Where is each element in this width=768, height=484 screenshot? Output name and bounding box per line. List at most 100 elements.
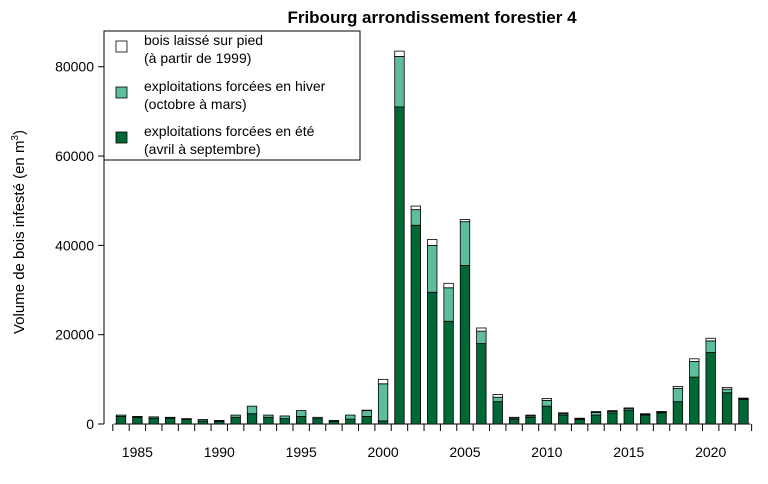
bar-segment-2006-s0: [476, 343, 487, 425]
y-tick-label: 20000: [55, 327, 94, 343]
bar-segment-2015-s0: [623, 410, 634, 425]
bar-segment-2017-s2: [656, 411, 667, 413]
legend-swatch-0: [115, 40, 128, 53]
bar-segment-2001-s0: [394, 106, 405, 425]
bar-segment-2014-s2: [607, 410, 618, 412]
y-tick-label: 60000: [55, 148, 94, 164]
bar-segment-1991-s1: [230, 414, 241, 418]
x-tick-label: 1985: [122, 444, 153, 460]
bar-segment-1998-s0: [345, 418, 356, 425]
bar-segment-2007-s1: [492, 396, 503, 403]
bar-segment-2007-s0: [492, 401, 503, 425]
bar-segment-1985-s1: [132, 416, 143, 418]
bar-segment-2019-s1: [689, 361, 700, 378]
x-axis: 1985 1990 1995 2000 2005 2010 2015 2020: [112, 423, 753, 460]
bar-segment-1985-s0: [132, 416, 143, 425]
bar-segment-2004-s1: [443, 287, 454, 322]
legend-label-1-line-0: exploitations forcées en hiver: [144, 78, 326, 94]
bar-segment-1995-s0: [296, 416, 307, 425]
chart-title: Fribourg arrondissement forestier 4: [287, 8, 577, 27]
bar-segment-2005-s2: [459, 219, 471, 223]
bar-segment-2010-s1: [541, 399, 553, 407]
bar-segment-2012-s0: [574, 419, 585, 425]
legend-swatch-1: [115, 86, 128, 99]
bar-segment-2004-s2: [443, 282, 454, 289]
bar-segment-1992-s0: [246, 413, 258, 425]
bar-segment-2019-s0: [689, 376, 700, 425]
bar-segment-2010-s2: [541, 398, 553, 401]
bar-segment-2003-s2: [427, 239, 438, 246]
bar-segment-2019-s2: [689, 358, 700, 362]
y-tick-label: 80000: [55, 59, 94, 75]
bar-segment-1993-s0: [263, 416, 274, 425]
bar-segment-2017-s0: [656, 412, 667, 425]
legend-box: [103, 30, 361, 161]
bar-segment-2001-s2: [394, 50, 405, 57]
bar-segment-1997-s0: [328, 420, 340, 425]
y-axis: 0 20000 40000 60000 80000: [55, 59, 105, 432]
bar-segment-1986-s0: [148, 417, 159, 425]
bar-segment-2005-s1: [459, 221, 471, 266]
bar-segment-2003-s1: [427, 244, 438, 293]
legend-label-0-line-1: (à partir de 1999): [144, 50, 251, 66]
bar-segment-1995-s1: [296, 410, 307, 417]
legend-swatch-2: [115, 131, 128, 144]
bar-segment-1993-s1: [263, 414, 274, 418]
bar-segment-2021-s2: [721, 386, 733, 390]
bar-segment-1999-s0: [361, 416, 372, 425]
bar-segment-2004-s0: [443, 320, 454, 425]
bar-segment-2006-s2: [476, 327, 487, 332]
bar-segment-2003-s0: [427, 291, 438, 425]
bar-segment-1997-s1: [328, 420, 340, 422]
x-tick-label: 2005: [449, 444, 480, 460]
bar-segment-1984-s1: [115, 414, 127, 417]
bar-segment-1987-s0: [164, 417, 176, 425]
bar-segment-1994-s0: [279, 418, 290, 425]
x-tick-label: 2015: [613, 444, 644, 460]
bar-segment-2009-s2: [525, 414, 536, 417]
bar-segment-1999-s2: [361, 409, 372, 412]
x-tick-label: 1990: [204, 444, 235, 460]
bar-segment-2002-s0: [410, 224, 421, 425]
y-axis-label: Volume de bois infesté (en m3): [10, 130, 28, 334]
bar-segment-2021-s1: [721, 388, 733, 394]
bar-segment-2000-s0: [377, 420, 389, 425]
bar-segment-1989-s0: [197, 420, 209, 425]
legend-label-2-line-1: (avril à septembre): [144, 141, 261, 157]
bar-segment-1989-s1: [197, 419, 209, 422]
bar-segment-2000-s1: [377, 383, 389, 422]
bar-segment-1996-s1: [312, 416, 323, 420]
bar-segment-2018-s0: [672, 401, 684, 425]
bar-segment-2020-s1: [705, 340, 716, 353]
bar-segment-2006-s1: [476, 330, 487, 345]
bar-segment-2007-s2: [492, 394, 503, 398]
bar-segment-2001-s1: [394, 56, 405, 108]
bar-segment-1994-s1: [279, 415, 290, 420]
legend-label-2-line-0: exploitations forcées en été: [144, 123, 315, 139]
x-tick-label: 2000: [368, 444, 399, 460]
bar-segment-1999-s1: [361, 410, 372, 417]
bar-segment-2011-s0: [558, 414, 569, 425]
bar-segment-2014-s0: [607, 412, 618, 425]
bar-segment-2002-s1: [410, 209, 421, 226]
y-tick-label: 40000: [55, 237, 94, 253]
bar-segment-1991-s0: [230, 416, 241, 425]
bar-segment-2010-s0: [541, 405, 553, 425]
bar-segment-2016-s0: [640, 414, 651, 425]
bar-segment-2021-s0: [721, 392, 733, 425]
bar-segment-1988-s1: [181, 418, 192, 420]
bar-segment-1984-s0: [115, 416, 127, 425]
legend: bois laissé sur pied (à partir de 1999) ex…: [103, 30, 361, 161]
x-tick-label: 2020: [695, 444, 726, 460]
bar-segment-1996-s0: [312, 418, 323, 425]
bar-segment-2005-s0: [459, 265, 471, 425]
bar-segment-1987-s1: [164, 416, 176, 419]
bar-segment-1990-s1: [214, 420, 225, 422]
bar-segment-2022-s0: [738, 399, 749, 425]
bar-segment-2009-s0: [525, 416, 536, 425]
bar-segment-2020-s2: [705, 337, 716, 342]
bar-segment-2013-s2: [590, 411, 602, 413]
y-tick-label: 0: [86, 416, 94, 432]
bar-segment-2015-s2: [623, 407, 634, 410]
